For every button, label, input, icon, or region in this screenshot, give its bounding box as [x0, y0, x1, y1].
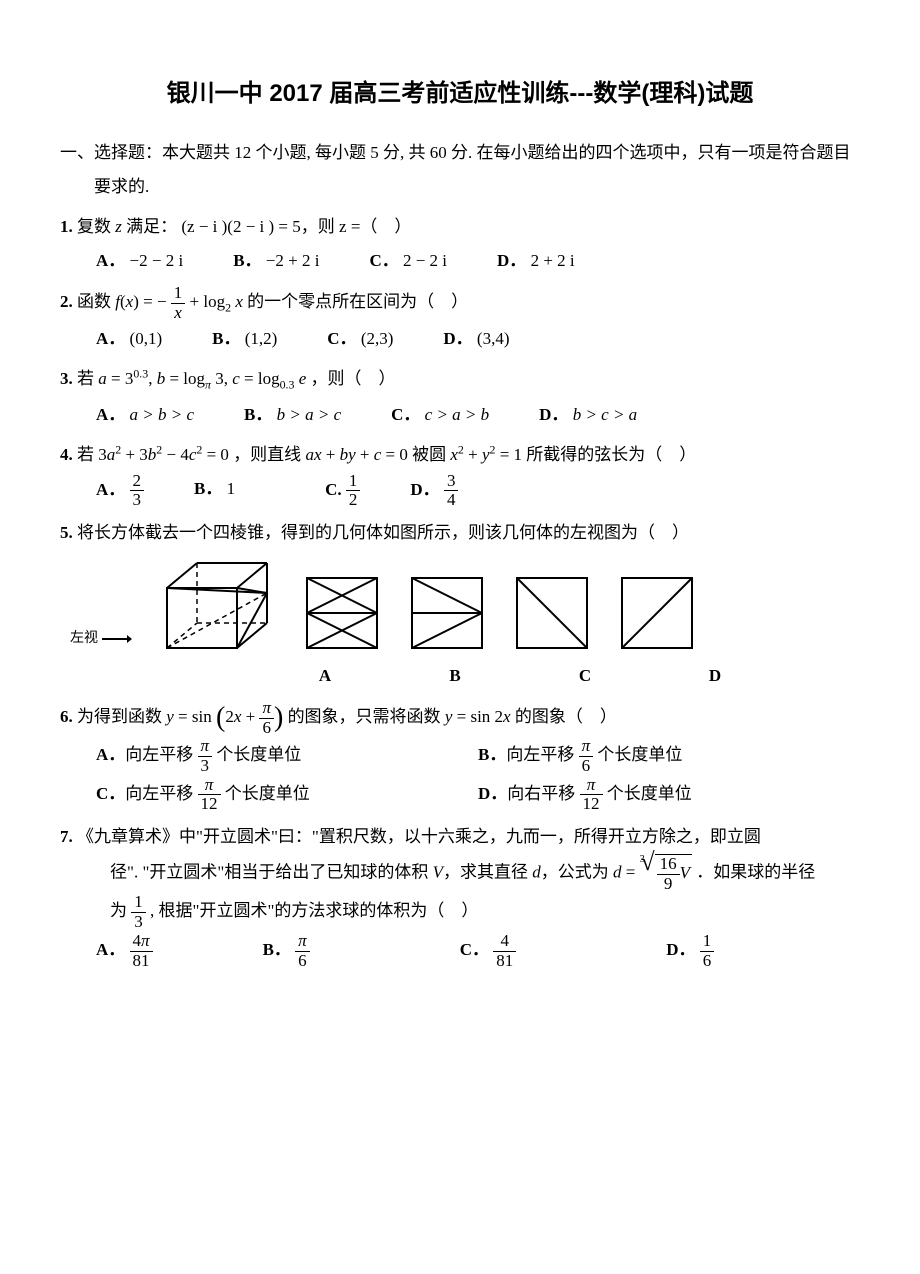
q5-stem: 将长方体截去一个四棱锥，得到的几何体如图所示，则该几何体的左视图为（ ） — [77, 523, 689, 542]
question-7: 7. 《九章算术》中"开立圆术"曰："置积尺数，以十六乘之，九而一，所得开立方除… — [60, 820, 860, 970]
q7-opt-b: B． π6 — [263, 932, 310, 970]
option-b-figure — [407, 573, 487, 653]
q7-line1: 《九章算术》中"开立圆术"曰："置积尺数，以十六乘之，九而一，所得开立方除之，即… — [77, 827, 761, 846]
q7-opt-c: C． 481 — [460, 932, 517, 970]
question-4: 4. 若 3a2 + 3b2 − 4c2 = 0 ，则直线 ax + by + … — [60, 438, 860, 510]
q1-stem: 复数 z 满足： (z − i )(2 − i ) = 5，则 z =（ ） — [77, 217, 411, 236]
q4-opt-a: A． 23 — [96, 472, 144, 510]
q2-opt-c: C． (2,3) — [327, 322, 393, 356]
q4-stem: 若 3a2 + 3b2 − 4c2 = 0 ，则直线 ax + by + c =… — [77, 445, 696, 464]
question-2: 2. 函数 f(x) = − 1x + log2 x 的一个零点所在区间为（ ）… — [60, 284, 860, 356]
section-1-instructions: 一、选择题：本大题共 12 个小题, 每小题 5 分, 共 60 分. 在每小题… — [60, 136, 860, 204]
q1-opt-c: C． 2 − 2 i — [369, 244, 447, 278]
option-c-figure — [512, 573, 592, 653]
q7-opt-d: D． 16 — [666, 932, 714, 970]
q3-opt-d: D． b > c > a — [539, 398, 637, 432]
q6-opt-b: B．向左平移 π6 个长度单位 — [478, 737, 860, 775]
q1-opt-d: D． 2 + 2 i — [497, 244, 575, 278]
q4-options: A． 23 B． 1 C. 12 D． 34 — [60, 472, 860, 510]
q7-line3: 为 13 , 根据"开立圆术"的方法求球的体积为（ ） — [60, 893, 860, 931]
q1-opt-b: B． −2 + 2 i — [233, 244, 319, 278]
q6-number: 6. — [60, 707, 73, 726]
q3-options: A． a > b > c B． b > a > c C． c > a > b D… — [60, 398, 860, 432]
solid-figure — [157, 558, 277, 653]
q5-figure-labels: A B C D — [230, 659, 860, 693]
q1-number: 1. — [60, 217, 73, 236]
q2-opt-a: A． (0,1) — [96, 322, 162, 356]
q6-opt-a: A．向左平移 π3 个长度单位 — [96, 737, 478, 775]
left-view-label: 左视 — [70, 625, 132, 653]
q3-number: 3. — [60, 369, 73, 388]
q6-stem: 为得到函数 y = sin (2x + π6) 的图象，只需将函数 y = si… — [77, 707, 617, 726]
q7-number: 7. — [60, 827, 73, 846]
q2-opt-b: B． (1,2) — [212, 322, 277, 356]
option-d-figure — [617, 573, 697, 653]
option-a-figure — [302, 573, 382, 653]
q2-options: A． (0,1) B． (1,2) C． (2,3) D． (3,4) — [60, 322, 860, 356]
question-5: 5. 将长方体截去一个四棱锥，得到的几何体如图所示，则该几何体的左视图为（ ） … — [60, 516, 860, 693]
q5-figures: 左视 — [70, 558, 860, 653]
q1-opt-a: A． −2 − 2 i — [96, 244, 183, 278]
q2-number: 2. — [60, 292, 73, 311]
q4-opt-d: D． 34 — [410, 472, 458, 510]
q3-opt-a: A． a > b > c — [96, 398, 194, 432]
q6-opt-c: C．向左平移 π12 个长度单位 — [96, 776, 478, 814]
question-6: 6. 为得到函数 y = sin (2x + π6) 的图象，只需将函数 y =… — [60, 699, 860, 814]
q3-opt-c: C． c > a > b — [391, 398, 489, 432]
q2-stem: 函数 f(x) = − 1x + log2 x 的一个零点所在区间为（ ） — [77, 292, 468, 311]
page-title: 银川一中 2017 届高三考前适应性训练---数学(理科)试题 — [60, 70, 860, 118]
arrow-right-icon — [102, 634, 132, 644]
q7-line2: 径". "开立圆术"相当于给出了已知球的体积 V，求其直径 d，公式为 d = … — [60, 854, 860, 893]
q1-options: A． −2 − 2 i B． −2 + 2 i C． 2 − 2 i D． 2 … — [60, 244, 860, 278]
q3-opt-b: B． b > a > c — [244, 398, 341, 432]
q3-stem: 若 a = 30.3, b = logπ 3, c = log0.3 e ，则（… — [77, 369, 396, 388]
q7-opt-a: A． 4π81 — [96, 932, 153, 970]
question-1: 1. 复数 z 满足： (z − i )(2 − i ) = 5，则 z =（ … — [60, 210, 860, 278]
q7-options: A． 4π81 B． π6 C． 481 D． 16 — [60, 932, 860, 970]
q6-opt-d: D．向右平移 π12 个长度单位 — [478, 776, 860, 814]
q5-number: 5. — [60, 523, 73, 542]
q6-options: A．向左平移 π3 个长度单位 B．向左平移 π6 个长度单位 C．向左平移 π… — [60, 737, 860, 814]
question-3: 3. 若 a = 30.3, b = logπ 3, c = log0.3 e … — [60, 362, 860, 431]
q4-opt-c: C. 12 — [325, 472, 360, 510]
q4-number: 4. — [60, 445, 73, 464]
q4-opt-b: B． 1 — [194, 472, 235, 510]
q2-opt-d: D． (3,4) — [443, 322, 509, 356]
